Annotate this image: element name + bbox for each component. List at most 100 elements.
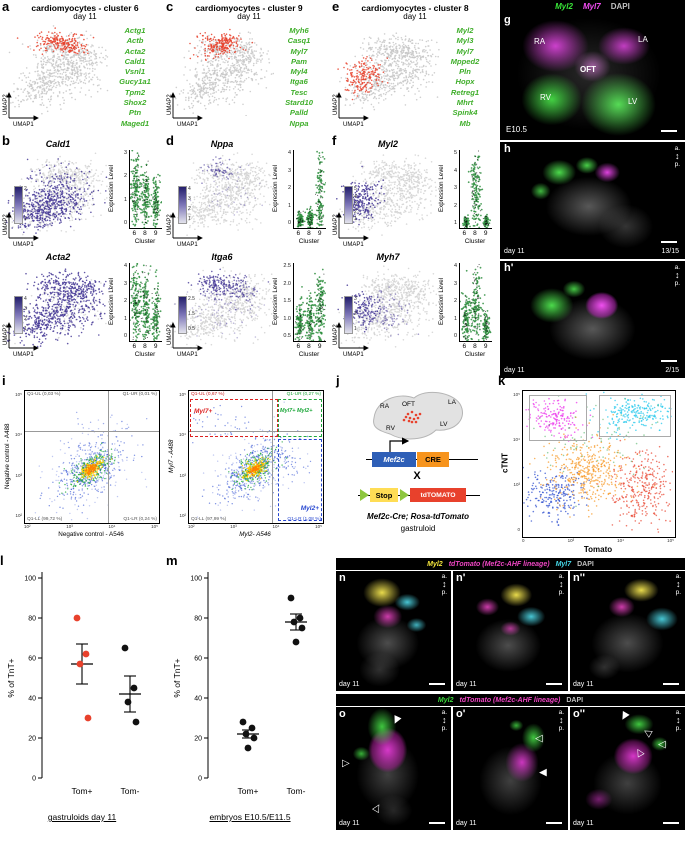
umap1-label: UMAP1 bbox=[343, 352, 364, 358]
flow-plot-tomato bbox=[522, 390, 676, 538]
marker-gene: Nppa bbox=[289, 118, 309, 128]
colorbar-ticks: 2.5 1.5 0.5 bbox=[188, 296, 195, 332]
marker-gene: Hopx bbox=[455, 77, 475, 87]
arrowhead-open-icon: ▷ bbox=[370, 801, 385, 814]
panel-e-day: day 11 bbox=[403, 12, 427, 21]
label-la: LA bbox=[448, 399, 457, 406]
marker-gene: Actg1 bbox=[124, 26, 146, 35]
day-label: day 11 bbox=[339, 681, 360, 688]
ap-axis-icon: ↕ bbox=[676, 715, 681, 725]
list-item: 10² bbox=[188, 524, 195, 529]
cluster-axis-label: Cluster bbox=[464, 238, 486, 245]
posterior-label: p. bbox=[674, 161, 680, 168]
list-item: 4 bbox=[354, 193, 357, 200]
violinplot-nppa bbox=[293, 150, 326, 229]
colorbar-ticks: 4 3 2 1 bbox=[188, 186, 191, 222]
umap1-label: UMAP1 bbox=[177, 122, 198, 128]
umap1-label: UMAP1 bbox=[177, 242, 198, 248]
anterior-label: a. bbox=[675, 573, 681, 580]
list-item: 1 bbox=[123, 196, 127, 203]
panel-h2-letter: h' bbox=[504, 262, 514, 274]
expression-ticks: 5 4 3 2 1 bbox=[446, 150, 457, 226]
panel-f-letter: f bbox=[332, 133, 337, 148]
legend-tdtomato: tdTomato (Mef2c-AHF lineage) bbox=[448, 560, 550, 568]
umap-axes-b1: UMAP1 UMAP2 bbox=[3, 212, 39, 248]
list-item: 10⁴ bbox=[272, 524, 280, 529]
cross-symbol: X bbox=[413, 470, 421, 482]
legend-myl7: Myl7 bbox=[555, 560, 572, 568]
umap1-label: UMAP1 bbox=[177, 352, 198, 358]
featureplot-myh7 bbox=[336, 263, 440, 349]
panel-h2-image: h' a. ↕ p. day 11 2/15 bbox=[500, 261, 685, 378]
legend-myl2: Myl2 bbox=[427, 560, 443, 568]
violinplot-cald1 bbox=[129, 150, 162, 229]
arrowhead-filled-icon: ▶ bbox=[617, 710, 631, 723]
marker-gene: Gucy1a1 bbox=[119, 77, 151, 87]
ap-axis-icon: ↕ bbox=[442, 579, 447, 589]
day-label: day 11 bbox=[456, 681, 477, 688]
list-item: 9 bbox=[153, 343, 158, 350]
marker-gene: Ptn bbox=[128, 108, 142, 118]
stop-box: Stop bbox=[370, 488, 398, 502]
list-item: 0 bbox=[517, 527, 520, 532]
expression-ticks: 2.5 2.0 1.5 1.0 0.5 bbox=[280, 263, 291, 339]
panel-g-image: g RA OFT LA RV LV E10.5 bbox=[500, 13, 685, 140]
umap1-label: UMAP1 bbox=[343, 122, 364, 128]
quadrant-line-v bbox=[272, 391, 274, 523]
list-item: 3 bbox=[188, 196, 191, 202]
marker-gene: Mpped2 bbox=[450, 56, 480, 66]
count-label: 13/15 bbox=[661, 248, 679, 255]
list-item: 5 bbox=[354, 186, 357, 192]
scale-bar bbox=[661, 241, 677, 243]
umap2-label: UMAP2 bbox=[167, 324, 173, 345]
panel-o3-letter: o'' bbox=[573, 708, 585, 720]
label-ra: RA bbox=[380, 403, 390, 410]
list-item: 10² bbox=[24, 524, 31, 529]
list-item: 3 bbox=[287, 167, 291, 174]
panel-a-letter: a bbox=[2, 0, 10, 14]
flow-neg-scatter bbox=[25, 391, 159, 523]
list-item: 10⁴ bbox=[15, 432, 22, 438]
umap-axes-d2: UMAP1 UMAP2 bbox=[167, 322, 203, 358]
dotplot-m-caption: embryos E10.5/E11.5 bbox=[209, 812, 291, 822]
label-oft: OFT bbox=[402, 401, 415, 408]
dotplot-embryos: 0 20 40 60 80 100% of TnT+ Tom+ Tom- bbox=[168, 562, 326, 808]
list-item: 4 bbox=[453, 167, 457, 174]
quadrant-ul: Q1-UL (0,03 %) bbox=[27, 392, 61, 397]
umap-axes-f1: UMAP1 UMAP2 bbox=[333, 212, 369, 248]
posterior-label: p. bbox=[558, 589, 564, 596]
list-item: 2 bbox=[287, 185, 291, 191]
quadrant-ul: Q1-UL (0,67 %) bbox=[191, 392, 225, 397]
panel-i-letter: i bbox=[2, 373, 6, 388]
expression-colorbar bbox=[178, 186, 187, 224]
gate-myl7: Myl7+ bbox=[190, 399, 278, 437]
expression-colorbar bbox=[178, 296, 187, 334]
panel-n2-letter: n' bbox=[456, 572, 466, 584]
arrowhead-filled-icon: ▶ bbox=[539, 767, 547, 778]
panel-o-letter: o bbox=[339, 708, 346, 720]
promoter-arrow-icon bbox=[389, 437, 410, 452]
quadrant-ur: Q1-UR (0,01 %) bbox=[122, 392, 157, 397]
scale-bar bbox=[429, 822, 445, 824]
cluster-axis-label: Cluster bbox=[134, 238, 156, 245]
legend-dapi: DAPI bbox=[610, 2, 630, 11]
cluster-axis-label: Cluster bbox=[298, 238, 320, 245]
list-item: 4 bbox=[123, 263, 127, 269]
list-item: 1 bbox=[188, 216, 191, 222]
umap-axes-f2: UMAP1 UMAP2 bbox=[333, 322, 369, 358]
list-item: 2 bbox=[24, 316, 27, 322]
umap-axes-d1: UMAP1 UMAP2 bbox=[167, 212, 203, 248]
list-item: 2 bbox=[453, 298, 457, 304]
expression-axis-label: Expression Level bbox=[272, 277, 279, 325]
quadrant-line-h bbox=[189, 430, 323, 432]
ap-axis-icon: ↕ bbox=[676, 579, 681, 589]
schematic-caption-1: Mef2c-Cre; Rosa-tdTomato bbox=[367, 512, 469, 521]
flow-neg-yticks: 10⁵ 10⁴ 10³ 10² bbox=[12, 392, 22, 518]
list-item: 1 bbox=[354, 216, 357, 222]
gate-myl7-label: Myl7+ bbox=[194, 408, 213, 415]
list-item: 9 bbox=[317, 230, 322, 237]
quadrant-line-h bbox=[25, 430, 159, 432]
